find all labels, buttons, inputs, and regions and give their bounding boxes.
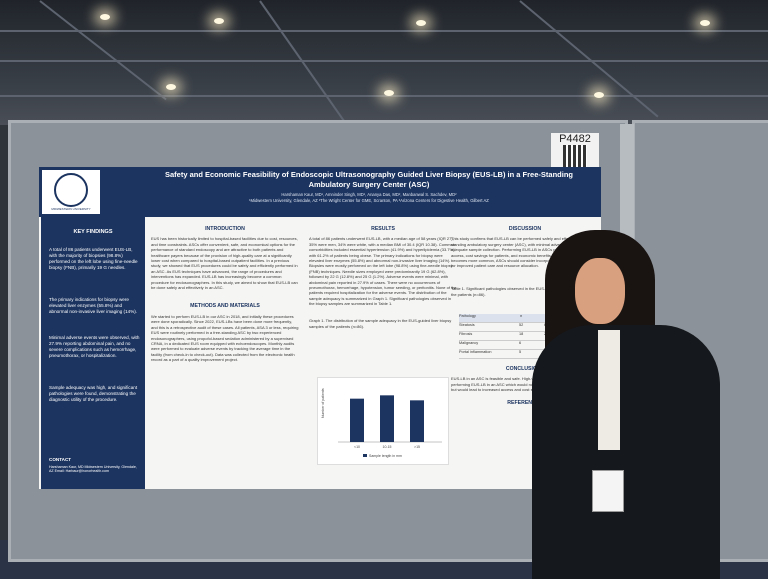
research-poster: MIDWESTERN UNIVERSITY Safety and Economi… [39,167,601,489]
discussion-heading: DISCUSSION [508,226,542,232]
introduction-text: EUS has been historically limited to hos… [151,236,298,291]
sample-adequacy-chart: <10 10-15 >15 Number of patients Sample le… [317,377,449,465]
legend-swatch [363,454,367,457]
ceiling [0,0,768,125]
university-seal-icon [54,173,88,207]
affiliations: ¹Midwestern University, Glendale, AZ ²Th… [249,198,489,203]
presenter-shirt [598,330,620,450]
poster-header: MIDWESTERN UNIVERSITY Safety and Economi… [39,167,601,217]
table-row: Malignancy 6 [459,341,579,350]
table-cell: 52 [519,323,524,327]
table-caption: Table 1. Significant pathologies observe… [451,286,599,297]
table-cell: Malignancy [459,341,479,345]
results-column: RESULTS A total of 86 patients underwent… [309,226,457,329]
finding-3: Minimal adverse events were observed, wi… [49,335,140,358]
poster-authors: Harshaman Kaur, MD¹, Amninder Singh, MD¹… [159,192,579,204]
booth-number: P4482 [559,133,591,145]
table-row: Portal inflammation 5 [459,350,579,359]
poster-title: Safety and Economic Feasibility of Endos… [165,170,573,189]
introduction-heading: INTRODUCTION [205,226,245,232]
x-tick-label: <10 [354,445,360,449]
table-cell: Portal inflammation [459,350,492,354]
y-axis-label: Number of patients [321,388,325,418]
finding-1: A total of 86 patients underwent EUS-LB,… [49,247,138,270]
university-logo: MIDWESTERN UNIVERSITY [42,170,100,214]
presenter-face [575,258,625,324]
results-text: A total of 86 patients underwent EUS-LB,… [309,236,457,307]
chart-bar [380,395,394,442]
chart-svg: <10 10-15 >15 Number of patients Sample le… [321,388,442,458]
chart-legend: Sample length in mm [369,454,402,458]
finding-4: Sample adequacy was high, and significan… [49,385,138,402]
discussion-text: This study confirms that EUS-LB can be p… [451,236,597,269]
conclusions-text: EUS-LB in an ASC is feasible and safe. H… [451,376,598,393]
chart-bar [410,400,424,442]
methods-heading: METHODS AND MATERIALS [190,303,260,310]
x-tick-label: 10-15 [383,445,392,449]
conclusions-heading: CONCLUSIONS [505,366,545,372]
results-heading: RESULTS [371,226,395,232]
key-findings-panel: KEY FINDINGS A total of 86 patients unde… [41,217,145,489]
conclusions-block: CONCLUSIONS EUS-LB in an ASC is feasible… [451,366,599,410]
key-findings-heading: KEY FINDINGS [73,229,113,235]
table-header: n [520,314,523,318]
pathology-table: Pathology n % Steatosis5260.5 Fibrosis18… [459,314,579,359]
logo-text: MIDWESTERN UNIVERSITY [51,207,91,211]
graph-caption: Graph 1. The distribution of the sample … [309,318,452,329]
presenter-jacket [532,325,720,579]
author-list: Harshaman Kaur, MD¹, Amninder Singh, MD¹… [281,192,457,197]
references-heading: REFERENCES [507,399,543,406]
finding-2: The primary indications for biopsy were … [49,297,138,314]
table-cell: Fibrosis [459,332,473,336]
table-header: Pathology [459,314,476,318]
table-cell: 6 [519,341,522,345]
name-badge [592,470,624,512]
table-cell: 18 [519,332,524,336]
qr-code-icon [563,145,587,167]
discussion-column: DISCUSSION This study confirms that EUS-… [451,226,599,297]
contact-heading: CONTACT [49,457,72,462]
x-tick-label: >15 [414,445,420,449]
contact-details: Harshaman Kaur, MD Midwestern University… [49,465,137,474]
introduction-column: INTRODUCTION EUS has been historically l… [151,226,299,363]
chart-bar [350,398,364,442]
methods-text: We started to perform EUS-LB in our ASC … [151,313,299,363]
table-cell: 5 [519,350,522,354]
table-cell: Steatosis [459,323,475,327]
